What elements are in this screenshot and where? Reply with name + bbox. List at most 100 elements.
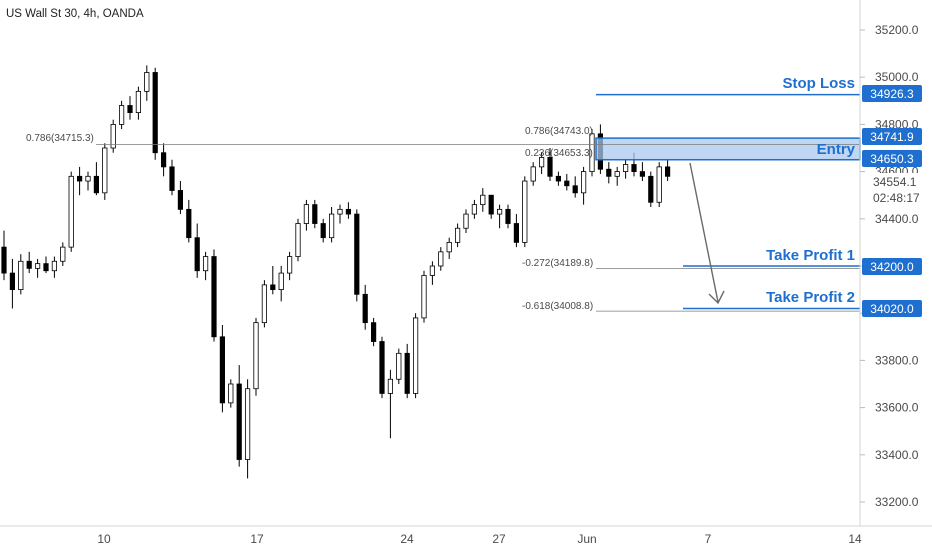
candle-down [312, 204, 318, 224]
take-profit-1-label: Take Profit 1 [766, 247, 855, 264]
candle-up [68, 175, 74, 248]
last-price-badge [862, 173, 922, 207]
candle-up [387, 378, 394, 394]
candle-down [127, 105, 133, 113]
y-tick-label: 34400.0 [875, 212, 919, 226]
candle-down [513, 223, 520, 243]
entry-top-badge-text: 34741.9 [870, 130, 914, 144]
candle-up [202, 256, 209, 272]
candle-up [454, 227, 461, 243]
candle-down [564, 180, 570, 187]
candle-down [648, 175, 654, 203]
x-tick-label: 10 [97, 532, 111, 546]
take-profit-2-badge-text: 34020.0 [870, 302, 914, 316]
x-tick-label: 24 [400, 532, 414, 546]
candle-down [665, 166, 671, 177]
candle-down [320, 223, 326, 239]
candle-down [488, 194, 494, 215]
candle-up [244, 388, 251, 460]
candle-up [337, 208, 343, 215]
candle-down [194, 237, 200, 272]
candle-down [211, 256, 217, 338]
candle-down [9, 272, 15, 290]
last-price-text: 34554.1 [873, 175, 917, 189]
candle-up [656, 166, 662, 203]
candle-up [429, 265, 436, 276]
candle-up [438, 251, 444, 267]
candle-up [60, 246, 66, 262]
y-tick-label: 33200.0 [875, 495, 919, 509]
candle-down [404, 352, 410, 394]
candle-up [261, 284, 268, 324]
projection-arrow-line [689, 162, 719, 303]
candle-down [77, 175, 83, 182]
take-profit-2-label: Take Profit 2 [766, 289, 855, 306]
drawings [96, 93, 861, 312]
stop-loss-badge-text: 34926.3 [870, 87, 914, 101]
candle-up [412, 317, 419, 394]
candle-up [295, 223, 301, 257]
candle-up [85, 175, 91, 182]
candle-up [480, 194, 486, 206]
entry-bottom-badge-text: 34650.3 [870, 152, 914, 166]
candle-down [345, 208, 352, 215]
candle-down [160, 152, 167, 168]
candle-down [606, 168, 612, 177]
candle-up [18, 260, 24, 290]
y-tick-label: 35000.0 [875, 70, 919, 84]
x-tick-label: 17 [250, 532, 264, 546]
time-axis[interactable]: 10 17 24 27 Jun 7 14 [97, 532, 862, 546]
fib-label: 0.786(34715.3) [26, 133, 94, 144]
candle-up [589, 133, 595, 172]
x-tick-label: 27 [492, 532, 506, 546]
candle-up [135, 90, 141, 114]
y-tick-label: 33800.0 [875, 353, 919, 367]
candle-down [639, 171, 646, 177]
candle-down [270, 284, 276, 291]
y-tick-label: 35200.0 [875, 23, 919, 37]
candle-up [496, 208, 503, 215]
take-profit-2-badge [862, 300, 922, 317]
candle-up [51, 260, 58, 272]
candle-up [522, 180, 528, 243]
candle-down [152, 72, 158, 154]
candle-up [253, 322, 259, 390]
candle-down [555, 175, 562, 182]
entry-bottom-badge [862, 150, 922, 167]
fib-label: -0.272(34189.8) [522, 258, 593, 269]
candle-up [328, 213, 335, 239]
candle-up [421, 275, 427, 319]
candle-up [581, 171, 587, 194]
y-tick-label: 33600.0 [875, 401, 919, 415]
price-badges: 34926.3 34741.9 34650.3 34200.0 34020.0 … [862, 85, 922, 317]
candle-down [177, 190, 183, 210]
candle-up [278, 272, 284, 290]
x-tick-label: Jun [577, 532, 596, 546]
candle-down [362, 293, 368, 324]
candles [1, 65, 671, 479]
candle-up [119, 105, 125, 125]
candle-down [505, 208, 511, 224]
candle-down [631, 164, 637, 173]
x-tick-label: 14 [848, 532, 862, 546]
candle-up [286, 256, 293, 274]
y-tick-label: 34800.0 [875, 117, 919, 131]
candle-down [169, 166, 175, 191]
candle-down [572, 185, 578, 194]
candle-up [228, 383, 234, 404]
candle-up [144, 72, 150, 92]
entry-label: Entry [817, 141, 856, 158]
candle-down [379, 341, 385, 394]
y-tick-label: 33400.0 [875, 448, 919, 462]
countdown-text: 02:48:17 [873, 191, 920, 205]
candle-down [26, 260, 32, 269]
candle-down [43, 263, 49, 272]
candle-up [471, 204, 478, 215]
candle-down [93, 175, 99, 194]
candle-up [614, 171, 620, 177]
take-profit-1-badge [862, 258, 922, 275]
candle-down [370, 322, 377, 342]
fib-label: 0.786(34743.0) [525, 126, 593, 137]
x-tick-label: 7 [705, 532, 712, 546]
